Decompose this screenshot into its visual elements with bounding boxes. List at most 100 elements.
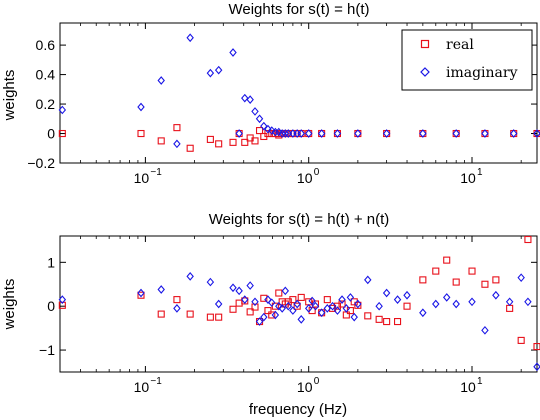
bottom-imaginary-point [206,277,215,287]
top-imaginary-point [229,48,237,57]
bottom-imaginary-point [284,301,293,311]
bottom-real-point [346,307,354,315]
top-imaginary-point [304,129,313,138]
top-real-point [510,129,518,138]
bottom-x-axis-label: frequency (Hz) [249,401,347,418]
bottom-imaginary-point [251,297,259,307]
top-real-point [173,124,181,132]
bottom-real-point [264,307,272,315]
bottom-imaginary-point [241,295,249,304]
bottom-real-point [323,296,331,304]
bottom-imaginary-point [517,273,525,283]
bottom-real-point [452,278,460,286]
bottom-real-point [206,313,214,321]
bottom-imaginary-point [323,304,332,313]
bottom-imaginary-point [468,297,476,307]
top-x-tick-exponent: 0 [314,167,320,178]
top-subplot: Weights for s(t) = h(t) weights 10 −1 10 0 1… [1,1,540,186]
bottom-real-point [318,309,326,317]
bottom-x-tick-exponent: −1 [150,376,162,387]
bottom-real-point [364,312,372,320]
bottom-real-point [246,308,254,316]
bottom-imaginary-point [328,301,337,311]
top-imaginary-point [58,105,67,115]
top-x-tick-label: 10 [134,170,150,186]
top-imaginary-point [268,126,276,135]
bottom-real-point [186,310,194,318]
bottom-imaginary-point [173,304,181,313]
legend-real-label: real [446,37,474,53]
bottom-imaginary-point [338,295,346,304]
bottom-real-point [492,276,500,284]
bottom-real-point [533,343,540,351]
top-real-point [241,138,249,146]
top-x-tick-label: 10 [460,170,476,186]
bottom-axis-ticks: 10 −1 10 0 10 1−101 [39,236,537,395]
top-y-axis-label: weights [1,70,18,122]
legend-imaginary-label: imaginary [446,65,518,81]
bottom-y-tick-label: 1 [47,254,55,270]
bottom-real-point [284,298,292,306]
bottom-real-point [293,302,301,310]
top-imaginary-point [278,129,286,138]
bottom-axes-frame [59,235,538,373]
top-real-point [137,129,145,138]
top-imaginary-point [281,129,290,138]
bottom-imaginary-point [393,295,402,304]
top-real-point [251,137,259,145]
bottom-y-tick-label: −1 [39,342,55,358]
bottom-imaginary-point [533,362,540,372]
top-imaginary-point [206,68,215,78]
bottom-imaginary-point [350,312,358,322]
bottom-y-axis-label: weights [1,279,18,331]
bottom-imaginary-point [364,275,372,285]
bottom-imaginary-point [297,315,305,324]
bottom-real-point [251,303,259,311]
bottom-plot-markers [58,235,540,372]
bottom-real-point [468,267,476,275]
legend: real imaginary [401,29,533,91]
bottom-imaginary-point [308,296,316,306]
bottom-imaginary-point [281,286,290,296]
bottom-real-point [229,305,237,313]
bottom-real-point [342,311,350,319]
top-real-point [383,129,391,138]
top-chart-title: Weights for s(t) = h(t) [228,1,369,18]
top-real-point [293,129,301,138]
top-real-point [268,129,276,138]
bottom-real-point [524,235,532,244]
bottom-imaginary-point [524,297,532,307]
bottom-imaginary-point [432,299,440,309]
top-imaginary-point [354,129,362,138]
top-axis-ticks: 10 −1 10 0 10 1−0.200.20.40.6 [27,23,537,186]
top-imaginary-point [246,95,254,104]
bottom-real-point [419,276,427,284]
bottom-imaginary-point [382,288,391,298]
bottom-imaginary-point [481,325,489,335]
bottom-y-tick-label: 0 [47,298,55,314]
top-y-tick-label: 0.4 [36,67,56,83]
top-x-tick-exponent: −1 [150,167,162,178]
legend-imaginary-marker [420,67,430,77]
bottom-imaginary-point [246,281,254,290]
bottom-imaginary-point [333,306,342,315]
bottom-imaginary-point [311,301,320,311]
top-real-point [333,129,342,138]
top-imaginary-point [235,129,243,138]
top-imaginary-point [297,129,305,138]
bottom-imaginary-point [375,301,383,311]
top-axes-frame [59,22,538,164]
bottom-real-point [289,296,297,304]
top-real-point [255,127,264,135]
top-imaginary-point [317,129,326,138]
top-imaginary-point [382,129,391,138]
bottom-real-point [443,256,451,264]
bottom-imaginary-point [268,298,276,308]
bottom-imaginary-point [264,295,272,304]
top-imaginary-point [509,129,518,138]
bottom-real-point [481,280,489,288]
bottom-x-tick-label: 10 [134,379,150,395]
bottom-imaginary-point [452,299,460,309]
top-imaginary-point [481,129,489,138]
